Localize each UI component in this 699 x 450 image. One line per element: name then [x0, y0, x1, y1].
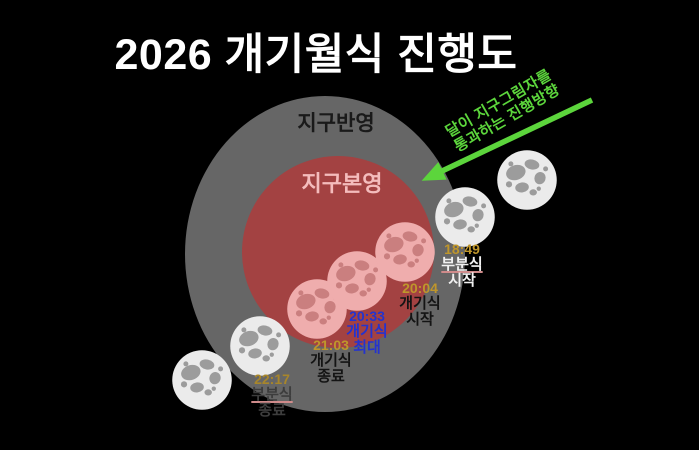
stage-label-totality-end: 21:03 개기식 종료 [310, 337, 351, 385]
stage-label-totality-maximum: 20:33 개기식 최대 [346, 308, 387, 356]
stage-phase: 개기식 [399, 295, 441, 312]
stage-label-totality-start: 20:04 개기식 시작 [399, 280, 440, 328]
stage-event: 종료 [317, 368, 345, 385]
stage-time: 22:17 [254, 371, 290, 387]
stage-phase: 부분식 [251, 386, 293, 403]
stage-phase: 부분식 [441, 256, 483, 273]
stage-event: 최대 [353, 339, 381, 356]
umbra-label: 지구본영 [301, 171, 383, 196]
stage-label-partial-start: 18:49 부분식 시작 [441, 241, 482, 289]
moon-full-post-eclipse [171, 349, 233, 411]
stage-time: 20:33 [349, 308, 385, 324]
stage-time: 21:03 [313, 337, 349, 353]
stage-event: 종료 [258, 402, 286, 419]
stage-time: 18:49 [444, 241, 480, 257]
penumbra-label: 지구반영 [297, 112, 375, 135]
moon-totality-start [374, 221, 436, 283]
stage-event: 시작 [406, 311, 434, 328]
stage-phase: 개기식 [310, 352, 352, 369]
moon-full-pre-eclipse [496, 149, 558, 211]
stage-time: 20:04 [402, 280, 438, 296]
stage-phase: 개기식 [346, 323, 388, 340]
page-title: 2026 개기월식 진행도 [114, 31, 518, 79]
moon-partial-start [434, 186, 496, 248]
stage-label-partial-end: 22:17 부분식 종료 [251, 371, 292, 419]
moon-partial-end [229, 315, 291, 377]
stage-event: 시작 [448, 272, 476, 289]
